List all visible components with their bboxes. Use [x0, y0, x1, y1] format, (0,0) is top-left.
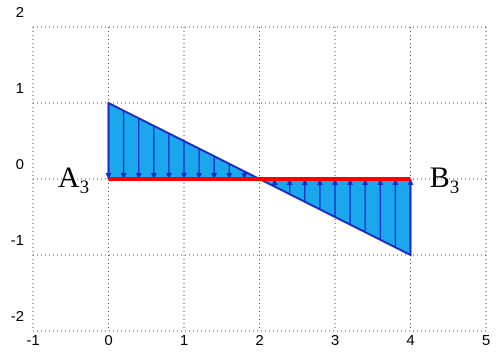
load-arrow-head	[241, 173, 248, 179]
x-tick-label: 3	[331, 332, 339, 349]
load-arrow-head	[120, 173, 127, 179]
load-arrow-head	[135, 173, 142, 179]
load-arrow-head	[226, 173, 233, 179]
load-arrow-head	[407, 179, 414, 185]
load-arrow-head	[332, 179, 338, 185]
x-tick-label: 5	[482, 332, 490, 349]
label-a-subscript: 3	[80, 177, 90, 198]
y-tick-label: -1	[11, 232, 24, 249]
load-arrow-head	[347, 179, 354, 185]
label-b-main: B	[430, 161, 450, 194]
load-arrow-head	[150, 173, 157, 179]
x-tick-label: 0	[104, 332, 112, 349]
beam-end-label-a: A3	[58, 161, 89, 198]
label-b-subscript: 3	[450, 177, 460, 198]
load-arrow-head	[105, 173, 112, 179]
x-tick-label: 2	[255, 332, 263, 349]
load-arrow-head	[165, 173, 172, 179]
load-arrow-head	[316, 179, 323, 185]
load-arrow-head	[392, 179, 399, 185]
y-tick-label: 1	[16, 80, 24, 97]
y-tick-label: 2	[16, 4, 24, 21]
load-arrow-head	[301, 179, 308, 185]
y-tick-labels: 2 1 0 -1 -2	[11, 4, 24, 325]
label-a-main: A	[58, 161, 80, 194]
x-tick-label: 1	[180, 332, 188, 349]
load-arrow-head	[286, 179, 293, 185]
y-tick-label: -2	[11, 308, 24, 325]
x-tick-labels: -1 0 1 2 3 4 5	[26, 332, 490, 349]
load-arrow-head	[181, 173, 187, 179]
load-arrow-head	[271, 179, 278, 185]
load-arrow-head	[362, 179, 369, 185]
y-tick-label: 0	[16, 156, 24, 173]
x-tick-label: -1	[26, 332, 39, 349]
beam-end-label-b: B3	[430, 161, 460, 198]
load-arrow-head	[196, 173, 203, 179]
load-arrow-head	[377, 179, 384, 185]
load-arrow-head	[211, 173, 218, 179]
x-tick-label: 4	[406, 332, 414, 349]
